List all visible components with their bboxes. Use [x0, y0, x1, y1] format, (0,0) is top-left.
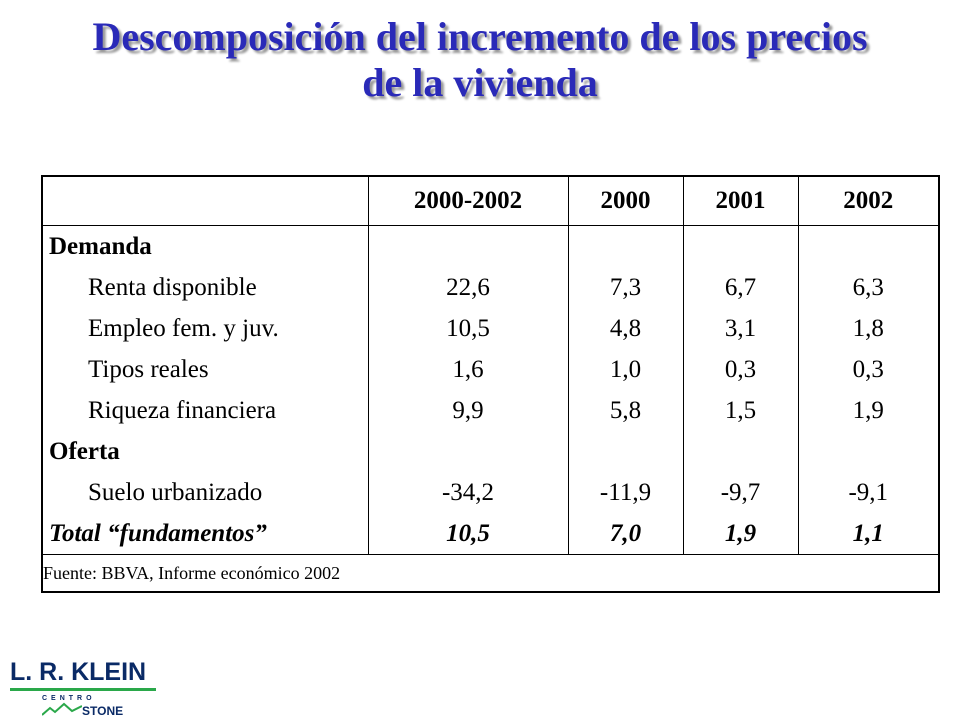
table-cell-value: 4,8	[609, 315, 642, 342]
table-cell-value: 7,0	[609, 520, 642, 547]
value-column: 6,7 3,1 0,3 1,5 -9,7 1,9	[682, 225, 799, 555]
table-cell-value: 3,1	[724, 315, 757, 342]
table-cell-value: 5,8	[609, 397, 642, 424]
table-cell-value: 1,1	[852, 520, 884, 547]
price-decomposition-table: 2000-2002 2000 2001 2002 Demanda Renta di…	[41, 175, 940, 593]
table-cell-value: 0,3	[724, 356, 757, 383]
table-cell-value: -11,9	[599, 479, 652, 506]
logo-subtitle: CENTRO	[42, 695, 96, 702]
row-label: Oferta	[49, 438, 120, 465]
table-cell-value: 1,8	[852, 315, 884, 342]
table-header-row: 2000-2002 2000 2001 2002	[41, 175, 940, 226]
table-cell-value: 10,5	[446, 315, 490, 342]
table-cell-value	[569, 431, 683, 472]
company-logo: L. R. KLEIN CENTRO STONE	[8, 658, 158, 718]
table-cell-value: 0,3	[852, 356, 884, 383]
table-cell-value: -9,7	[720, 479, 761, 506]
table-cell-value: 1,0	[609, 356, 642, 383]
value-column: 7,3 4,8 1,0 5,8 -11,9 7,0	[567, 225, 684, 555]
table-cell-value: -34,2	[441, 479, 495, 506]
table-cell-value	[799, 226, 939, 267]
row-label: Empleo fem. y juv.	[88, 315, 279, 342]
table-cell-value: 10,5	[446, 520, 490, 547]
table-cell-value: 22,6	[446, 274, 490, 301]
page-title-line-2: de la vivienda	[362, 60, 598, 105]
column-header: 2000-2002	[367, 175, 569, 226]
row-label: Suelo urbanizado	[88, 479, 263, 506]
table-cell-value	[684, 431, 798, 472]
table-cell-value	[369, 431, 568, 472]
page-title-line-1: Descomposición del incremento de los pre…	[92, 14, 868, 59]
table-cell-value: 6,7	[724, 274, 757, 301]
table-body-row: Demanda Renta disponible Empleo fem. y juv…	[41, 225, 940, 555]
logo-brand: STONE	[82, 704, 124, 718]
logo-name: L. R. KLEIN	[10, 658, 147, 686]
column-header: 2000	[567, 175, 684, 226]
column-header: 2002	[797, 175, 940, 226]
value-column: 22,6 10,5 1,6 9,9 -34,2 10,5	[367, 225, 569, 555]
mountain-icon	[42, 702, 82, 716]
source-note: Fuente: BBVA, Informe económico 2002	[41, 554, 940, 593]
row-label: Riqueza financiera	[88, 397, 277, 424]
row-label: Renta disponible	[88, 274, 257, 301]
table-cell-value: 7,3	[609, 274, 642, 301]
table-cell-value: 1,9	[724, 520, 757, 547]
table-cell-value: 6,3	[852, 274, 884, 301]
table-cell-value: 1,9	[852, 397, 884, 424]
column-header	[41, 175, 369, 226]
source-row: Fuente: BBVA, Informe económico 2002	[41, 554, 940, 593]
value-column: 6,3 1,8 0,3 1,9 -9,1 1,1	[797, 225, 940, 555]
table-cell-value	[684, 226, 798, 267]
table-cell-value	[369, 226, 568, 267]
logo-divider	[10, 688, 156, 691]
table-cell-value: 9,9	[452, 397, 484, 424]
table-cell-value: 1,6	[452, 356, 484, 383]
page-title: Descomposición del incremento de los pre…	[0, 14, 960, 106]
row-label: Tipos reales	[88, 356, 209, 383]
table-cell-value: -9,1	[848, 479, 889, 506]
column-header: 2001	[682, 175, 799, 226]
row-label: Demanda	[49, 233, 152, 260]
table-cell-value	[799, 431, 939, 472]
row-label: Total “fundamentos”	[49, 520, 267, 547]
table-cell-value: 1,5	[724, 397, 757, 424]
table-cell-value	[569, 226, 683, 267]
label-column: Demanda Renta disponible Empleo fem. y juv…	[41, 225, 369, 555]
